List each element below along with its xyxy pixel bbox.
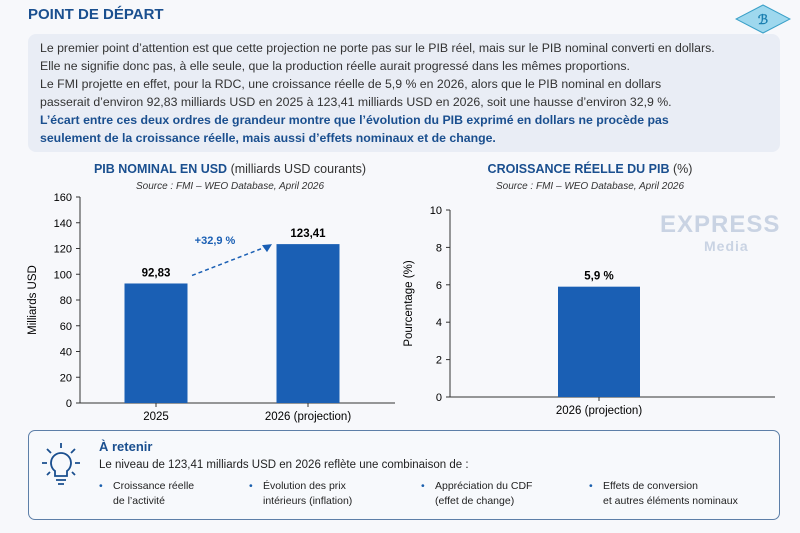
svg-text:ℬ: ℬ [758,12,768,27]
y-tick-label: 140 [54,218,72,230]
intro-line: Elle ne signifie donc pas, à elle seule,… [40,59,630,73]
y-axis-label: Milliards USD [27,265,39,335]
x-tick-label: 2026 (projection) [556,405,642,417]
bar [558,286,640,397]
x-tick-label: 2026 (projection) [265,411,351,423]
chart2-title: CROISSANCE RÉELLE DU PIB (%) [487,162,693,176]
page-title: POINT DE DÉPART [28,6,164,23]
watermark-logo: EXPRESS Media [660,211,781,255]
arrow-head [262,244,272,253]
intro-panel: Le premier point d’attention est que cet… [28,34,780,152]
y-tick-label: 160 [54,192,72,204]
y-tick-label: 60 [60,321,72,333]
y-tick-label: 6 [436,280,442,292]
y-tick-label: 100 [54,269,72,281]
chart2-source: Source : FMI – WEO Database, April 2026 [495,181,685,192]
y-tick-label: 80 [60,295,72,307]
intro-emphasis: seulement de la croissance réelle, mais … [40,131,496,145]
intro-emphasis: L’écart entre ces deux ordres de grandeu… [40,113,669,127]
bcc-logo: ℬ [735,4,791,34]
retenir-panel: À retenir Le niveau de 123,41 milliards … [28,430,780,520]
y-tick-label: 8 [436,242,442,254]
data-label: 5,9 % [584,271,613,283]
growth-annotation: +32,9 % [195,235,236,247]
y-tick-label: 0 [66,398,72,410]
intro-line: Le premier point d’attention est que cet… [40,41,715,55]
bar [276,244,340,403]
chart2: 0 2 4 6 8 10 Pourcentage (%) 5,9 % 2026 (project… [403,205,775,417]
data-label: 92,83 [142,267,171,279]
y-axis-label: Pourcentage (%) [403,260,415,346]
intro-line: passerait d’environ 92,83 milliards USD … [40,95,672,109]
bar [124,283,188,403]
y-tick-label: 0 [436,392,442,404]
y-tick-label: 2 [436,355,442,367]
data-label: 123,41 [290,228,326,240]
y-tick-label: 4 [436,317,442,329]
lightbulb-icon [42,443,80,485]
growth-arrow [191,245,269,277]
retenir-item: Appréciation du CDF(effet de change) [421,479,532,509]
retenir-text: Le niveau de 123,41 milliards USD en 202… [99,459,469,471]
y-tick-label: 10 [430,205,442,217]
x-tick-label: 2025 [143,411,169,423]
y-tick-label: 120 [54,244,72,256]
retenir-title: À retenir [99,439,153,454]
y-tick-label: 40 [60,347,72,359]
chart1-title: PIB NOMINAL EN USD (milliards USD couran… [93,162,367,176]
chart1: 0 20 40 60 80 100 120 140 160 Milliards USD 92,83 2… [27,192,395,423]
chart1-source: Source : FMI – WEO Database, April 2026 [135,181,325,192]
intro-line: Le FMI projette en effet, pour la RDC, u… [40,77,662,91]
y-tick-label: 20 [60,372,72,384]
